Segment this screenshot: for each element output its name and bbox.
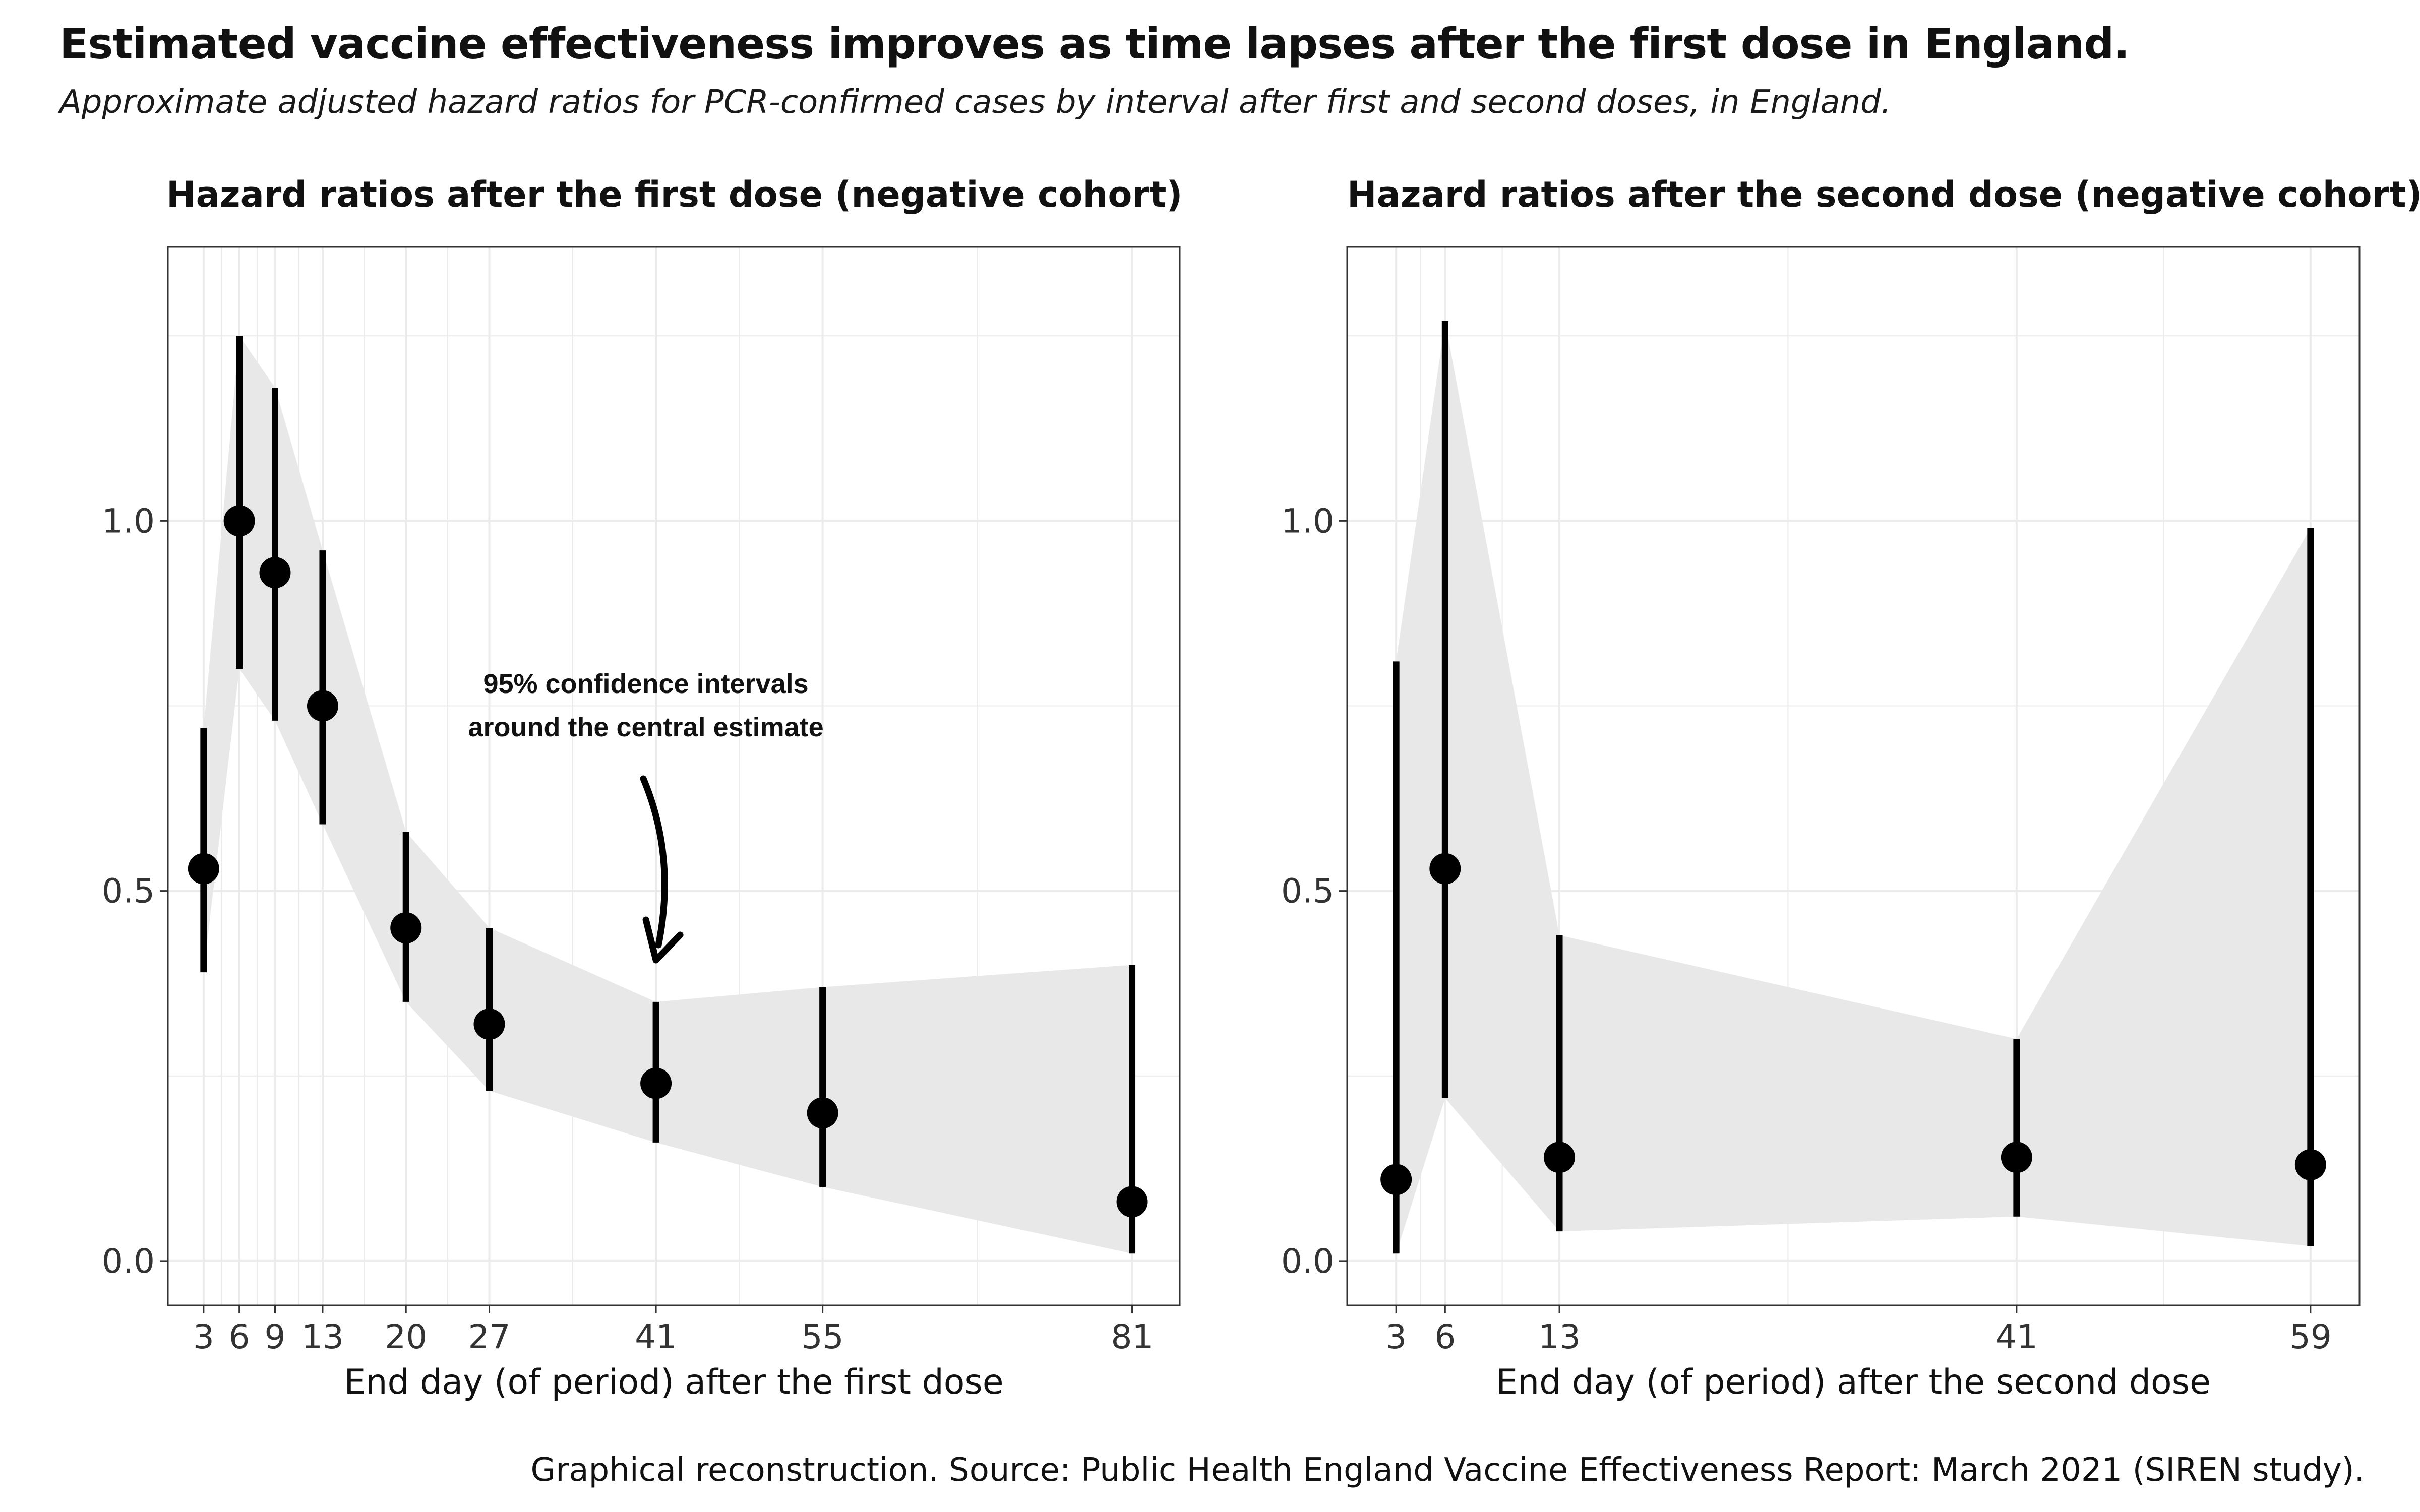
estimate-point [807, 1097, 838, 1129]
panel-2: 0.0 0.5 1.0 3 6 13 41 59 End day (of period) aft… [1281, 246, 2361, 1402]
y-tick-label: 0.0 [1281, 1242, 1334, 1281]
estimate-point [473, 1008, 505, 1040]
estimate-point [188, 853, 219, 885]
x-tick-label: 3 [1385, 1317, 1407, 1356]
estimate-point [307, 690, 338, 722]
x-tick-label: 6 [1434, 1317, 1456, 1356]
estimate-point [2294, 1149, 2326, 1180]
x-tick-label: 3 [193, 1317, 214, 1356]
panel-border [167, 246, 1181, 1306]
x-tick-label: 13 [1538, 1317, 1581, 1356]
x-tick-label: 9 [265, 1317, 286, 1356]
x-axis-title: End day (of period) after the second dos… [1496, 1362, 2211, 1402]
y-tick-label: 1.0 [102, 501, 155, 540]
panel-title-second-dose: Hazard ratios after the second dose (neg… [1347, 174, 2420, 215]
estimate-point [223, 505, 255, 537]
y-tick-label: 0.5 [102, 872, 155, 911]
estimate-point [259, 557, 291, 589]
estimate-point [1380, 1164, 1412, 1195]
x-tick-label: 41 [1995, 1317, 2038, 1356]
estimate-point [1429, 853, 1461, 885]
panel-border [1346, 246, 2361, 1306]
source-caption: Graphical reconstruction. Source: Public… [530, 1452, 2365, 1489]
y-tick-label: 0.0 [102, 1242, 155, 1281]
chart-main-title: Estimated vaccine effectiveness improves… [59, 19, 2130, 69]
x-tick-label: 6 [229, 1317, 250, 1356]
y-tick-label: 0.5 [1281, 872, 1334, 911]
x-tick-label: 41 [635, 1317, 677, 1356]
estimate-point [1544, 1142, 1576, 1173]
x-axis-title: End day (of period) after the first dose [344, 1362, 1003, 1402]
annotation-text: 95% confidence intervals [483, 669, 808, 699]
x-tick-label: 55 [802, 1317, 844, 1356]
x-tick-label: 20 [385, 1317, 427, 1356]
x-tick-label: 27 [468, 1317, 511, 1356]
annotation-text: around the central estimate [468, 712, 823, 742]
x-tick-label: 59 [2289, 1317, 2332, 1356]
confidence-band [1396, 321, 2311, 1254]
panel-1: 0.0 0.5 1.0 3 6 9 13 20 27 41 55 81 End day (of peri… [102, 246, 1181, 1402]
annotation-arrowhead [642, 916, 684, 964]
estimate-point [640, 1067, 672, 1099]
x-tick-label: 13 [301, 1317, 344, 1356]
estimate-point [390, 912, 422, 944]
estimate-point [1116, 1186, 1148, 1218]
confidence-band [203, 336, 1132, 1254]
annotation-arrow [640, 775, 668, 949]
y-tick-label: 1.0 [1281, 501, 1334, 540]
x-tick-label: 81 [1111, 1317, 1154, 1356]
chart-subtitle: Approximate adjusted hazard ratios for P… [59, 84, 1892, 121]
panel-title-first-dose: Hazard ratios after the first dose (nega… [166, 174, 1183, 215]
estimate-point [2001, 1142, 2032, 1173]
